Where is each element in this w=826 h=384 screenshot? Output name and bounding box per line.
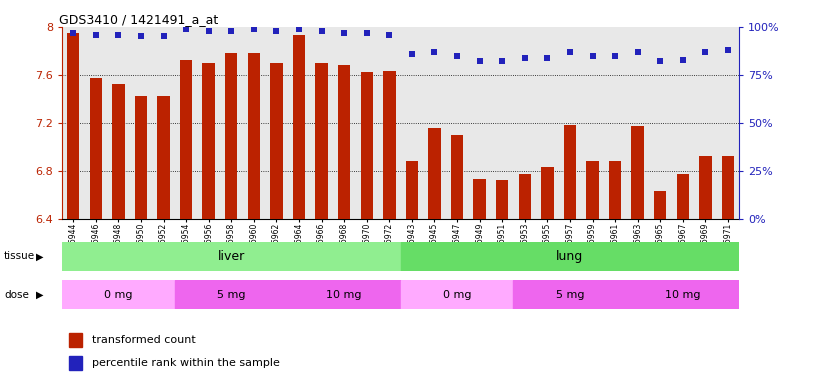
Bar — [401, 242, 739, 271]
Bar — [202, 63, 215, 219]
Point — [360, 30, 373, 36]
Bar — [473, 179, 486, 219]
Point — [135, 33, 148, 40]
Point — [292, 26, 306, 32]
Point — [225, 28, 238, 34]
Point — [450, 53, 463, 59]
Bar — [112, 84, 125, 219]
Bar — [428, 127, 441, 219]
Point — [473, 58, 487, 65]
Text: 5 mg: 5 mg — [217, 290, 245, 300]
Point — [270, 28, 283, 34]
Point — [179, 26, 192, 32]
Bar — [248, 53, 260, 219]
Text: percentile rank within the sample: percentile rank within the sample — [93, 358, 280, 368]
Bar — [67, 33, 79, 219]
Bar — [401, 280, 514, 309]
Point — [518, 55, 531, 61]
Bar — [62, 242, 401, 271]
Bar — [519, 174, 531, 219]
Bar — [225, 53, 238, 219]
Bar — [514, 280, 626, 309]
Bar — [586, 161, 599, 219]
Point — [157, 33, 170, 40]
Text: ▶: ▶ — [36, 290, 44, 300]
Bar — [292, 35, 306, 219]
Text: GDS3410 / 1421491_a_at: GDS3410 / 1421491_a_at — [59, 13, 218, 26]
Text: tissue: tissue — [4, 251, 36, 262]
Bar — [287, 280, 401, 309]
Bar — [609, 161, 621, 219]
Bar — [157, 96, 170, 219]
Point — [247, 26, 260, 32]
Text: 10 mg: 10 mg — [326, 290, 362, 300]
Bar — [316, 63, 328, 219]
Bar — [563, 125, 577, 219]
Point — [541, 55, 554, 61]
Text: dose: dose — [4, 290, 29, 300]
Bar — [541, 167, 553, 219]
Text: 0 mg: 0 mg — [104, 290, 133, 300]
Text: ▶: ▶ — [36, 251, 44, 262]
Point — [563, 49, 577, 55]
Point — [315, 28, 328, 34]
Text: transformed count: transformed count — [93, 335, 197, 345]
Bar — [383, 71, 396, 219]
Point — [428, 49, 441, 55]
Text: 10 mg: 10 mg — [665, 290, 700, 300]
Text: 0 mg: 0 mg — [443, 290, 472, 300]
Bar — [89, 78, 102, 219]
Bar — [451, 135, 463, 219]
Bar — [626, 280, 739, 309]
Bar — [180, 61, 192, 219]
Point — [609, 53, 622, 59]
Point — [67, 30, 80, 36]
Point — [89, 31, 102, 38]
Bar — [175, 280, 287, 309]
Bar — [360, 73, 373, 219]
Point — [112, 31, 125, 38]
Bar — [654, 191, 667, 219]
Bar — [631, 126, 644, 219]
Bar — [69, 333, 83, 348]
Text: lung: lung — [557, 250, 583, 263]
Point — [202, 28, 216, 34]
Point — [338, 30, 351, 36]
Point — [676, 56, 690, 63]
Point — [653, 58, 667, 65]
Point — [406, 51, 419, 57]
Point — [496, 58, 509, 65]
Bar — [338, 65, 350, 219]
Bar — [62, 280, 175, 309]
Bar — [135, 96, 147, 219]
Point — [586, 53, 599, 59]
Bar — [676, 174, 689, 219]
Bar — [699, 157, 712, 219]
Bar — [69, 356, 83, 370]
Bar — [722, 157, 734, 219]
Point — [721, 47, 734, 53]
Bar — [270, 63, 282, 219]
Text: 5 mg: 5 mg — [556, 290, 584, 300]
Bar — [406, 161, 418, 219]
Text: liver: liver — [218, 250, 244, 263]
Point — [699, 49, 712, 55]
Point — [631, 49, 644, 55]
Bar — [496, 180, 509, 219]
Point — [382, 31, 396, 38]
